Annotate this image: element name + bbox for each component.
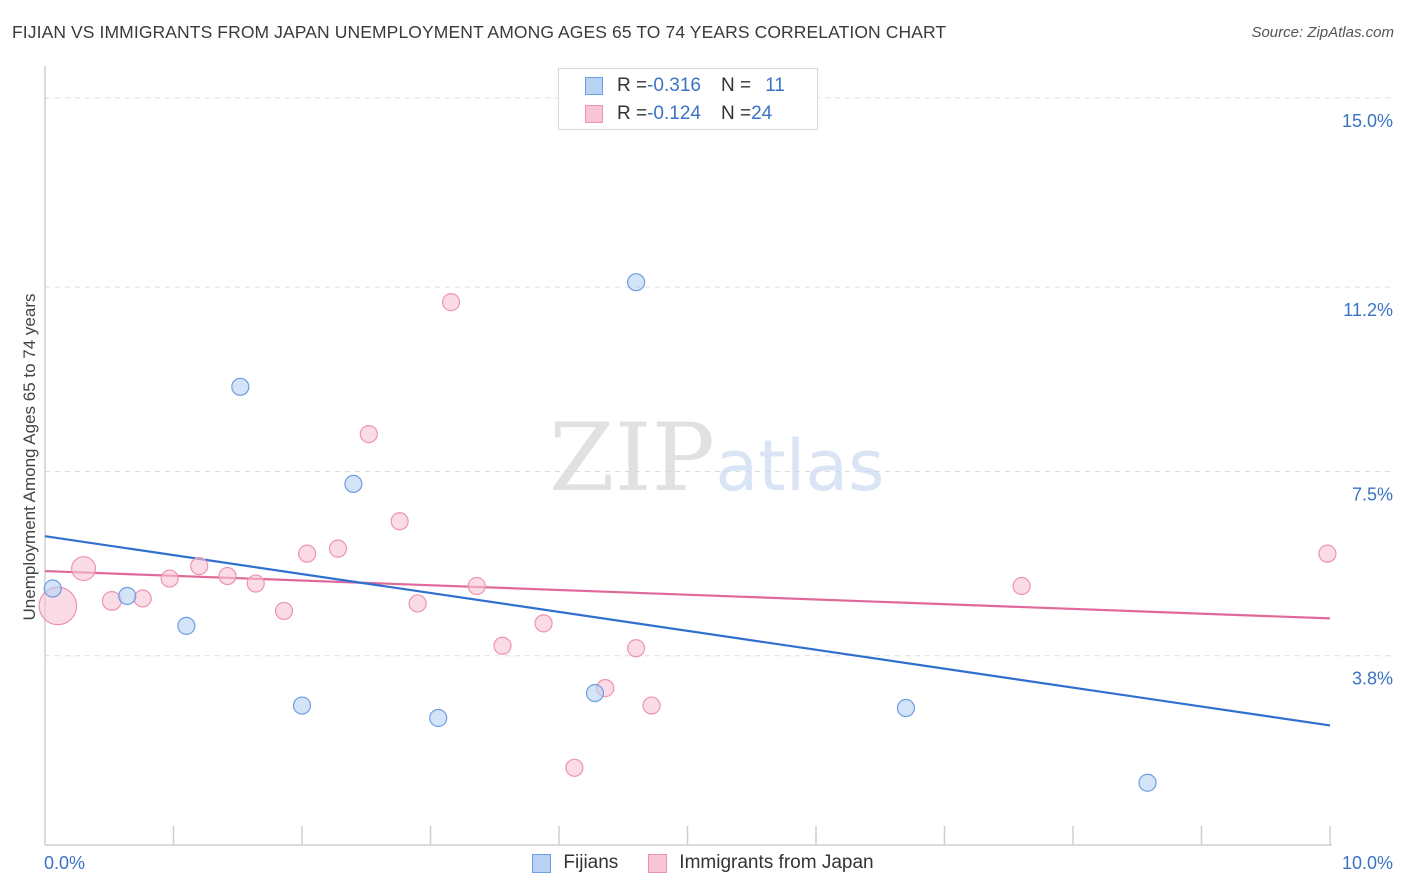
japan-point: [493, 636, 512, 655]
japan-point: [441, 293, 461, 312]
japan-point: [565, 758, 584, 777]
y-tick-label: 7.5%: [1352, 484, 1393, 504]
japan-trend-line: [44, 569, 1331, 620]
legend-label: Fijians: [563, 852, 619, 873]
legend-row-fijians: R = -0.316 N = 11: [585, 73, 785, 99]
watermark-atlas: atlas: [715, 425, 884, 507]
japan-point: [359, 425, 378, 444]
japan-point: [534, 614, 553, 633]
watermark-zip: ZIP: [549, 404, 715, 513]
y-tick-label: 11.2%: [1343, 300, 1393, 320]
legend-row-japan: R = -0.124 N = 24: [585, 101, 772, 127]
n-label: N =: [720, 103, 752, 124]
japan-point: [328, 539, 348, 558]
r-value: -0.316: [647, 75, 701, 96]
tick-labels: 3.8% 7.5% 11.2% 15.0% 0.0% 10.0%: [44, 111, 1393, 873]
japan-point: [274, 601, 294, 621]
japan-point: [190, 556, 209, 576]
japan-point: [1318, 544, 1337, 563]
fijians-point: [429, 708, 448, 728]
series-legend: Fijians Immigrants from Japan: [0, 852, 1406, 874]
japan-point: [390, 512, 409, 531]
legend-item-japan: Immigrants from Japan: [648, 852, 874, 874]
r-label: R =: [617, 103, 648, 124]
source-credit: Source: ZipAtlas.com: [1251, 24, 1394, 41]
axes: [44, 66, 1332, 846]
data-points: [38, 273, 1337, 792]
fijians-point: [1138, 773, 1157, 792]
x-tick-label: 0.0%: [44, 853, 85, 873]
japan-point: [642, 696, 661, 715]
japan-point: [218, 566, 237, 586]
japan-swatch: [585, 105, 603, 123]
fijians-point: [118, 586, 137, 606]
grid-lines: [45, 97, 1394, 657]
fijians-swatch: [532, 853, 552, 873]
fijians-point: [626, 273, 646, 292]
japan-point: [408, 594, 427, 613]
japan-point: [467, 576, 486, 596]
fijians-point: [231, 377, 250, 396]
fijians-point: [292, 696, 312, 715]
r-value: -0.124: [647, 103, 701, 124]
japan-swatch: [648, 853, 668, 873]
y-axis-label: Unemployment Among Ages 65 to 74 years: [20, 294, 39, 621]
fijians-trend-line: [44, 535, 1331, 727]
fijians-point: [344, 474, 363, 494]
fijians-point: [177, 616, 196, 635]
fijians-point: [585, 683, 605, 703]
y-tick-label: 3.8%: [1352, 669, 1393, 689]
fijians-point: [896, 698, 916, 718]
fijians-point: [43, 579, 62, 598]
japan-point: [246, 574, 265, 593]
japan-point: [133, 589, 152, 608]
y-tick-label: 15.0%: [1342, 111, 1393, 131]
legend-item-fijians: Fijians: [532, 852, 618, 874]
n-value: 11: [765, 75, 785, 96]
correlation-legend: R = -0.316 N = 11 R = -0.124 N = 24: [558, 68, 818, 130]
trend-lines: [44, 535, 1331, 727]
japan-point: [71, 556, 97, 582]
n-label: N =: [720, 75, 752, 96]
legend-label: Immigrants from Japan: [679, 852, 874, 873]
japan-point: [160, 569, 179, 588]
n-value: 24: [751, 103, 773, 124]
r-label: R =: [617, 75, 648, 96]
chart-title: FIJIAN VS IMMIGRANTS FROM JAPAN UNEMPLOY…: [12, 22, 947, 42]
x-tick-label: 10.0%: [1342, 853, 1393, 873]
japan-point: [298, 544, 317, 563]
japan-point: [626, 639, 646, 658]
fijians-swatch: [585, 77, 603, 95]
japan-point: [1012, 576, 1031, 596]
